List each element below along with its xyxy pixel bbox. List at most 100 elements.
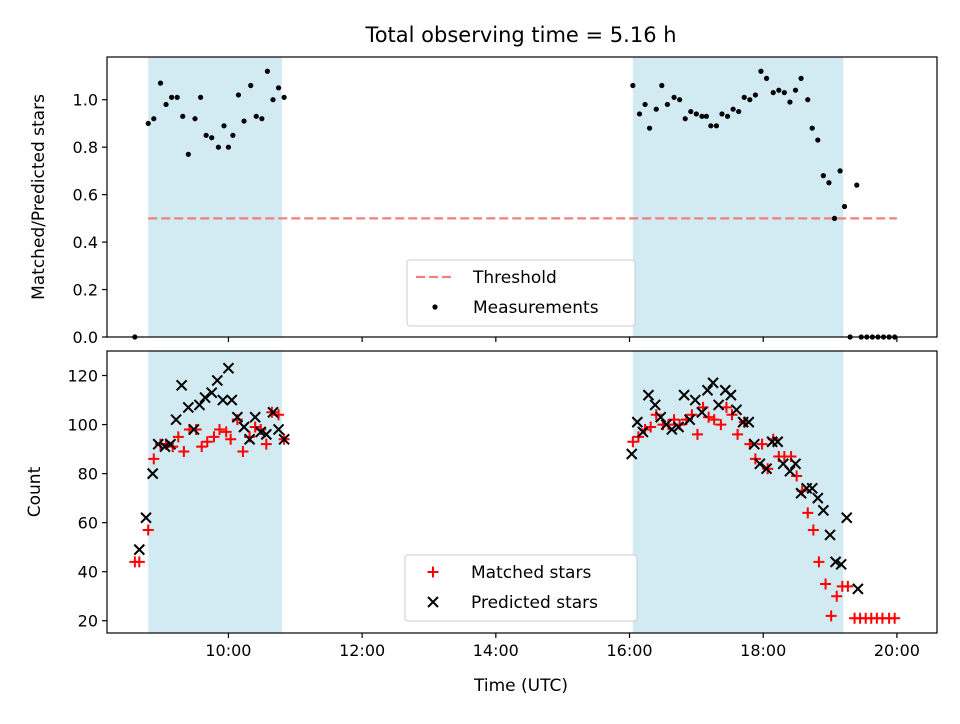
predicted-star-point [631, 416, 644, 428]
legend-measurement-swatch [432, 304, 438, 310]
matched-star-point [214, 423, 226, 435]
measurement-point [642, 101, 648, 108]
measurement-point [145, 120, 151, 127]
predicted-star-point [654, 411, 667, 423]
measurement-point [826, 180, 832, 186]
measurement-point [197, 94, 204, 100]
measurement-point [157, 80, 164, 86]
measurement-point [664, 101, 670, 108]
measurement-point [682, 116, 688, 122]
matched-star-point [802, 507, 814, 519]
y-tick-label: 0.0 [73, 328, 98, 347]
measurement-point [636, 111, 643, 117]
predicted-star-point [817, 504, 830, 517]
predicted-star-point [133, 543, 146, 556]
predicted-star-point [193, 399, 206, 411]
predicted-star-point [238, 421, 250, 433]
measurement-point [241, 118, 247, 124]
predicted-star-point [222, 362, 235, 374]
axes-frame [106, 350, 938, 634]
y-tick-label: 0.6 [73, 186, 98, 205]
predicted-star-point [707, 377, 719, 389]
measurement-point [763, 75, 770, 81]
top-panel: 0.0 0.2 0.4 0.6 0.8 1.0 Matched/Predicted star… [29, 56, 938, 347]
measurement-point [215, 144, 222, 150]
predicted-star-point [678, 389, 690, 401]
measurement-point [713, 123, 720, 129]
predicted-star-point [278, 433, 290, 445]
x-tick-label: 16:00 [606, 641, 652, 660]
measurement-point [653, 106, 659, 112]
matched-star-point [691, 428, 703, 440]
measurement-point [225, 144, 232, 150]
predicted-star-point [260, 428, 273, 441]
measurement-point [752, 92, 759, 98]
measurement-point [741, 94, 747, 100]
matched-star-point [715, 419, 727, 431]
measurement-point [747, 97, 753, 103]
predicted-star-point [231, 411, 244, 423]
measurement-point [235, 92, 242, 98]
predicted-star-point [217, 394, 229, 406]
y-tick-label: 60 [78, 514, 98, 533]
predicted-star-point [835, 558, 847, 571]
measurement-point [253, 113, 259, 119]
measurement-point [719, 111, 725, 117]
matched-star-point [831, 590, 843, 602]
measurement-point [169, 94, 175, 100]
matched-star-point [807, 524, 819, 536]
matched-star-point [178, 446, 190, 458]
matched-star-point [208, 431, 220, 443]
legend-box [404, 554, 638, 622]
measurement-point [671, 94, 677, 100]
predicted-star-point [812, 492, 824, 504]
measurement-point [270, 97, 276, 103]
axes-frame [106, 56, 938, 338]
predicted-star-point [188, 423, 200, 436]
matched-star-point [720, 401, 732, 413]
matched-star-point [225, 433, 237, 445]
predicted-star-point [784, 465, 796, 477]
measurement-point [758, 68, 764, 74]
measurement-point [203, 132, 209, 138]
matched-star-point [237, 446, 249, 458]
measurement-point [854, 182, 860, 188]
predicted-star-point [748, 438, 760, 450]
matched-star-point [260, 438, 272, 450]
predicted-star-point [760, 462, 773, 475]
observing-window [148, 57, 282, 337]
predicted-star-point [701, 384, 714, 396]
x-tick-label: 20:00 [874, 641, 920, 660]
predicted-star-point [206, 386, 218, 399]
matched-star-point [791, 470, 803, 482]
predicted-star-point [666, 423, 678, 436]
measurement-point [820, 173, 826, 179]
measurement-point [688, 108, 694, 115]
predicted-star-point [789, 458, 802, 470]
predicted-star-point [725, 389, 737, 401]
predicted-star-point [672, 421, 685, 433]
predicted-star-point [689, 394, 701, 406]
measurement-point [192, 116, 198, 122]
legend-box [406, 259, 636, 327]
matched-star-point [842, 580, 854, 592]
predicted-star-point [243, 433, 256, 445]
predicted-star-point [806, 482, 818, 495]
predicted-star-point [211, 374, 224, 387]
bottom-panel: 10:00 12:00 14:00 16:00 18:00 20:00 20 40 60 80 10… [25, 350, 938, 660]
predicted-star-point [712, 399, 725, 411]
measurement-point [209, 135, 215, 141]
observing-window [148, 351, 282, 633]
measurement-point [699, 113, 705, 119]
x-tick-label: 14:00 [473, 641, 519, 660]
predicted-star-point [754, 458, 766, 470]
legend-matched-swatch [427, 566, 439, 578]
measurement-point [659, 82, 665, 89]
predicted-star-point [771, 436, 784, 448]
measurement-point [776, 87, 782, 93]
matched-star-point [732, 428, 744, 440]
y-tick-label: 0.8 [73, 138, 98, 157]
y-axis-label: Count [25, 466, 45, 517]
y-tick-label: 80 [78, 465, 98, 484]
